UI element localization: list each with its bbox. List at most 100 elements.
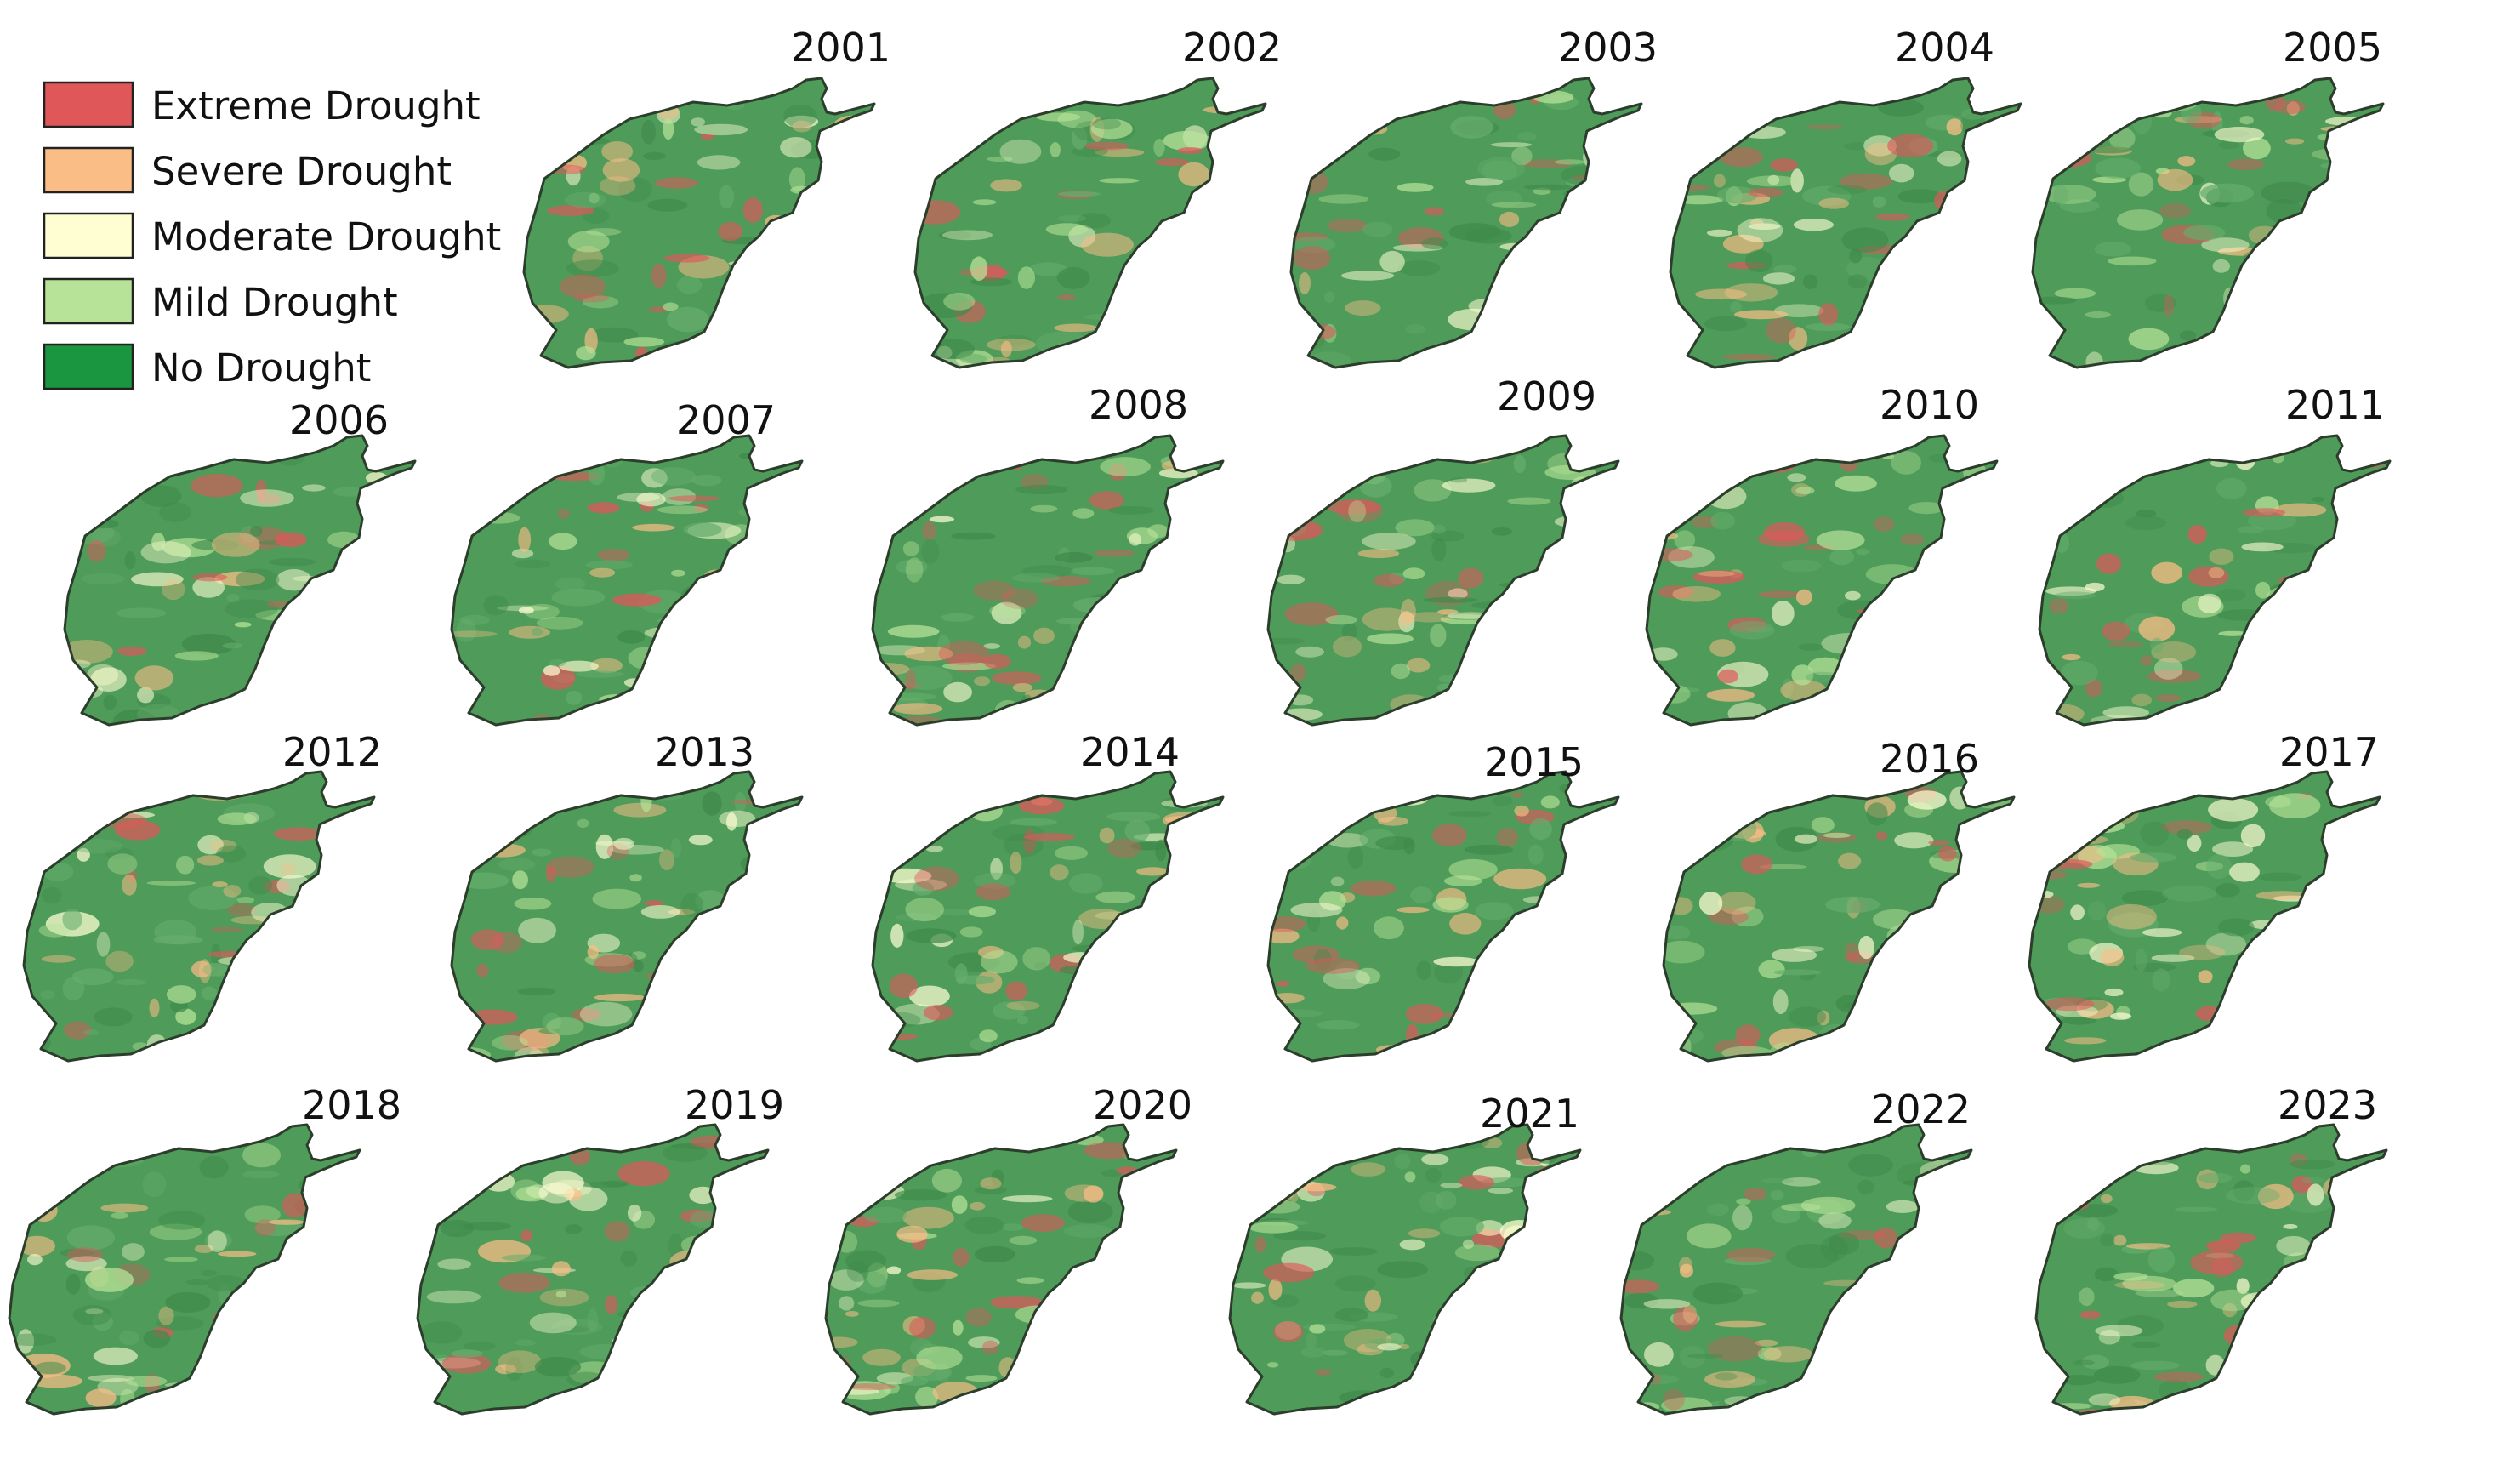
drought-patch [1460,1018,1507,1029]
drought-patch [1674,778,1725,798]
drought-patch [283,695,326,713]
drought-patch [1647,548,1693,562]
drought-patch [1505,1006,1524,1021]
drought-patch [149,1223,202,1240]
drought-patch [707,684,719,704]
drought-patch [1137,631,1152,642]
drought-patch [2338,316,2374,337]
drought-patch [158,1306,174,1325]
drought-patch [1126,1052,1179,1060]
drought-patch [896,470,907,494]
drought-patch [1570,511,1613,532]
drought-patch [524,603,560,620]
drought-patch [594,993,646,1002]
drought-patch [2066,440,2089,464]
year-label-2021: 2021 [1480,1091,1579,1137]
drought-patch [762,1023,783,1031]
country-outline [522,77,876,369]
drought-patch [73,683,104,698]
drought-patch [326,1301,360,1319]
drought-patch [1792,946,1825,952]
drought-patch [1431,1012,1486,1018]
drought-patch [1107,506,1154,515]
drought-patch [316,955,350,977]
drought-patch [142,1171,167,1198]
drought-patch [1315,1369,1332,1376]
drought-patch [632,523,675,532]
drought-patch [1277,574,1306,584]
drought-patch [2130,852,2177,863]
drought-patch [1084,1142,1135,1160]
drought-patch [1022,947,1051,971]
drought-patch [1063,1224,1112,1238]
drought-patch [1029,262,1067,276]
drought-patch [1233,155,1252,172]
drought-patch [1946,118,1964,136]
legend-swatch-none [43,343,134,390]
drought-patch [143,1329,171,1348]
drought-patch [1394,1154,1411,1170]
drought-patch [602,1180,629,1188]
drought-patch [959,926,983,938]
drought-patch [1470,651,1485,675]
drought-patch [2153,1371,2204,1382]
drought-patch [644,627,688,639]
drought-patch [617,177,652,202]
drought-patch [77,847,90,862]
drought-patch [1823,832,1851,838]
drought-patch [1955,902,2003,917]
drought-patch [1856,548,1869,556]
drought-patch [1672,487,1683,494]
drought-patch [2290,1159,2335,1170]
drought-patch [547,205,594,216]
drought-patch [251,902,289,923]
drought-patch [1136,867,1169,876]
drought-patch [980,1177,1002,1190]
drought-patch [250,1385,264,1393]
drought-patch [831,293,848,302]
country-fill [24,772,374,1061]
drought-patch [1637,1170,1652,1180]
drought-patch [1726,1247,1775,1262]
drought-patch [1704,1371,1755,1388]
drought-patch [297,1286,324,1307]
drought-patch [16,1329,35,1354]
drought-patch [1559,879,1599,885]
drought-patch [1072,126,1088,150]
drought-patch [2341,988,2380,995]
drought-patch [2096,553,2122,574]
drought-patch [2059,199,2100,213]
drought-patch [2063,835,2108,845]
drought-patch [822,177,841,199]
drought-patch [1875,831,1888,841]
drought-patch [100,1203,149,1213]
drought-patch [280,862,297,876]
drought-patch [752,556,777,577]
drought-patch [1247,1179,1295,1205]
drought-patch [1958,1014,1982,1021]
drought-patch [2033,296,2077,305]
drought-patch [1522,709,1570,721]
drought-patch [324,613,343,628]
drought-patch [1520,1319,1551,1342]
drought-patch [292,962,339,987]
drought-patch [1399,1239,1425,1251]
drought-patch [370,585,403,594]
drought-patch [1789,327,1808,351]
drought-patch [1433,956,1479,967]
drought-patch [567,231,610,253]
drought-patch [1952,274,1976,295]
drought-patch [1461,1023,1508,1040]
drought-patch [137,704,180,725]
drought-patch [2067,1149,2111,1175]
drought-patch [1576,643,1618,663]
drought-patch [663,1143,708,1162]
drought-patch [938,475,968,483]
drought-patch [137,687,155,704]
drought-patch [268,638,294,646]
drought-patch [2180,330,2197,341]
drought-patch [1290,663,1306,682]
drought-patch [317,1397,360,1414]
drought-patch [1747,1408,1779,1414]
